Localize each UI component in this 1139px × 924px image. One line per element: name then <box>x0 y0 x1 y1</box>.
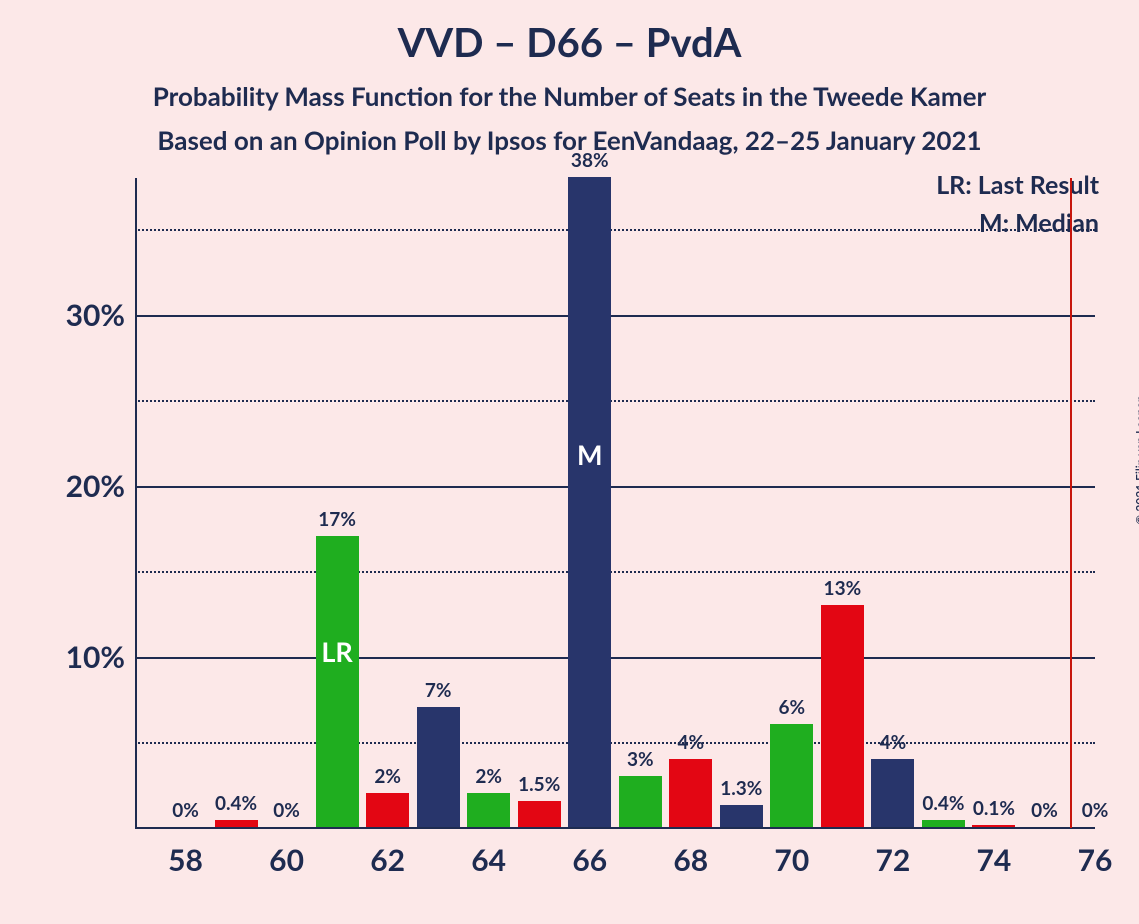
bar-label-59: 0.4% <box>215 792 257 815</box>
x-tick-label: 66 <box>572 842 607 878</box>
x-tick-label: 68 <box>673 842 708 878</box>
grid-line-minor <box>135 571 1095 573</box>
bar-label-75: 0% <box>1031 799 1058 822</box>
chart-title: VVD – D66 – PvdA <box>0 18 1139 66</box>
bar-label-66: 38% <box>571 149 609 172</box>
bar-label-63: 7% <box>425 679 452 702</box>
copyright-text: © 2021 Filip van Laenen <box>1133 395 1139 524</box>
y-tick-label: 20% <box>25 468 125 504</box>
x-tick-label: 60 <box>269 842 304 878</box>
bar-68 <box>669 759 712 827</box>
bar-62 <box>366 793 409 827</box>
bar-74 <box>972 825 1015 827</box>
bar-label-69: 1.3% <box>720 777 762 800</box>
majority-line <box>1070 178 1072 828</box>
y-tick-label: 10% <box>25 639 125 675</box>
bar-label-62: 2% <box>374 765 401 788</box>
bar-67 <box>619 776 662 827</box>
bar-label-68: 4% <box>677 731 704 754</box>
bar-label-72: 4% <box>880 731 907 754</box>
x-axis-line <box>135 827 1095 829</box>
y-tick-label: 30% <box>25 297 125 333</box>
bar-label-76: 0% <box>1082 799 1109 822</box>
bar-label-71: 13% <box>824 577 862 600</box>
grid-line-minor <box>135 229 1095 231</box>
bar-label-70: 6% <box>779 696 806 719</box>
plot-area: 10%20%30%586062646668707274760%0.4%0%17%… <box>135 178 1095 828</box>
grid-line-major <box>135 657 1095 659</box>
bar-61 <box>316 536 359 827</box>
chart-container: VVD – D66 – PvdA Probability Mass Functi… <box>0 0 1139 924</box>
x-tick-label: 74 <box>977 842 1012 878</box>
bar-69 <box>720 805 763 827</box>
bar-72 <box>871 759 914 827</box>
bar-annotation-m: M <box>577 438 603 471</box>
bar-label-60: 0% <box>273 799 300 822</box>
x-tick-label: 76 <box>1078 842 1113 878</box>
bar-label-65: 1.5% <box>518 773 560 796</box>
bar-65 <box>518 801 561 827</box>
x-tick-label: 62 <box>370 842 405 878</box>
bar-59 <box>215 820 258 827</box>
bar-annotation-lr: LR <box>321 635 352 668</box>
bar-label-58: 0% <box>172 799 199 822</box>
bar-label-67: 3% <box>627 748 654 771</box>
bar-71 <box>821 605 864 827</box>
bar-63 <box>417 707 460 827</box>
bar-73 <box>922 820 965 827</box>
grid-line-major <box>135 486 1095 488</box>
x-tick-label: 70 <box>774 842 809 878</box>
x-tick-label: 58 <box>168 842 203 878</box>
grid-line-minor <box>135 400 1095 402</box>
bar-label-64: 2% <box>475 765 502 788</box>
grid-line-minor <box>135 742 1095 744</box>
bar-64 <box>467 793 510 827</box>
bar-label-74: 0.1% <box>973 797 1015 820</box>
bar-label-73: 0.4% <box>922 792 964 815</box>
bar-70 <box>770 724 813 827</box>
chart-subtitle-1: Probability Mass Function for the Number… <box>0 80 1139 112</box>
bar-label-61: 17% <box>318 508 356 531</box>
grid-line-major <box>135 315 1095 317</box>
y-axis-line <box>135 178 137 828</box>
bar-66 <box>568 177 611 827</box>
chart-subtitle-2: Based on an Opinion Poll by Ipsos for Ee… <box>0 124 1139 156</box>
x-tick-label: 72 <box>875 842 910 878</box>
x-tick-label: 64 <box>471 842 506 878</box>
